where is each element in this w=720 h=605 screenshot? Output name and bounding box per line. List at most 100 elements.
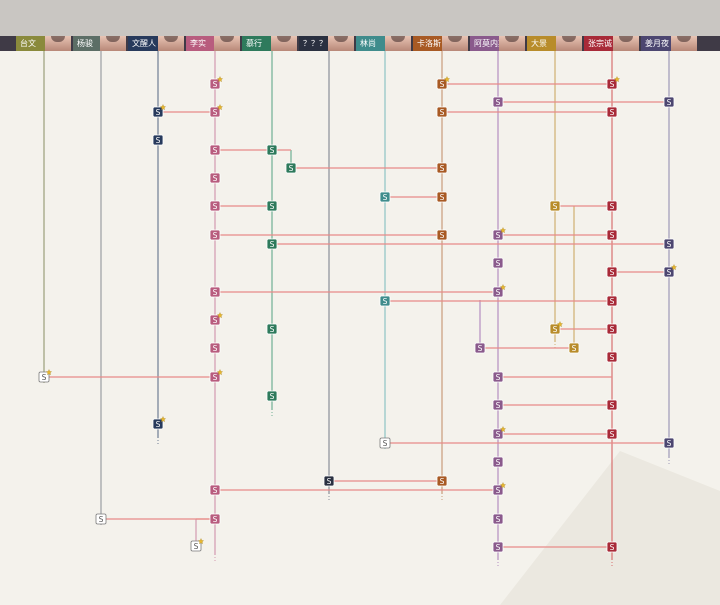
story-node[interactable]: S	[492, 227, 506, 241]
character-tab-lishi[interactable]: 李实	[186, 36, 240, 51]
story-node[interactable]: S	[379, 295, 391, 307]
character-tab-linshang[interactable]: 林尚	[356, 36, 411, 51]
story-node[interactable]: S	[606, 295, 618, 307]
story-node[interactable]: S	[209, 484, 221, 496]
node-box	[209, 172, 221, 184]
node-label: S	[213, 316, 218, 325]
story-node[interactable]: S	[209, 286, 221, 298]
story-node[interactable]: S	[436, 106, 448, 118]
story-node[interactable]: S	[190, 538, 204, 552]
node-label: S	[610, 108, 615, 117]
story-node[interactable]: S	[436, 229, 448, 241]
story-node[interactable]: S	[492, 284, 506, 298]
story-node[interactable]: S	[209, 172, 221, 184]
story-node[interactable]: S	[209, 144, 221, 156]
story-node[interactable]: S	[152, 134, 164, 146]
node-box	[209, 371, 221, 383]
story-node[interactable]: S	[38, 369, 52, 383]
node-label: S	[667, 240, 672, 249]
node-label: S	[496, 231, 501, 240]
node-box	[209, 200, 221, 212]
story-node[interactable]: S	[436, 475, 448, 487]
story-node[interactable]: S	[492, 541, 504, 553]
story-node[interactable]: S	[606, 428, 618, 440]
story-node[interactable]: S	[209, 76, 223, 90]
story-node[interactable]: S	[492, 399, 504, 411]
story-node[interactable]: S	[209, 104, 223, 118]
story-node[interactable]: S	[209, 342, 221, 354]
node-box	[436, 162, 448, 174]
character-tab-unknown[interactable]: ？？？	[299, 36, 354, 51]
story-node[interactable]: S	[606, 200, 618, 212]
story-node[interactable]: S	[152, 416, 166, 430]
story-node[interactable]: S	[606, 541, 618, 553]
story-node[interactable]: S	[492, 426, 506, 440]
node-label: S	[440, 231, 445, 240]
character-tab-mosheng[interactable]: 慕行	[242, 36, 297, 51]
story-node[interactable]: S	[606, 351, 618, 363]
story-node[interactable]: S	[606, 76, 620, 90]
node-label: S	[194, 542, 199, 551]
story-node[interactable]: S	[266, 144, 278, 156]
character-tab-dajing[interactable]: 大景	[527, 36, 582, 51]
story-node[interactable]: S	[474, 342, 486, 354]
story-node[interactable]: S	[549, 321, 563, 335]
character-tab-wenxingren[interactable]: 文醒人	[128, 36, 184, 51]
node-label: S	[270, 240, 275, 249]
story-node[interactable]: S	[606, 106, 618, 118]
character-tab-label: 杨骏	[77, 39, 93, 48]
character-tab-zhangzongshi[interactable]: 张宗诚	[584, 36, 639, 51]
story-node[interactable]: S	[663, 264, 677, 278]
story-node[interactable]: S	[266, 238, 278, 250]
story-node[interactable]: S	[492, 456, 504, 468]
character-portrait-icon	[158, 36, 184, 51]
story-node[interactable]: S	[209, 513, 221, 525]
story-node[interactable]: S	[266, 390, 278, 402]
node-label: S	[156, 136, 161, 145]
node-label: S	[496, 259, 501, 268]
story-node[interactable]: S	[568, 342, 580, 354]
story-node[interactable]: S	[606, 266, 618, 278]
story-node[interactable]: S	[209, 229, 221, 241]
story-node[interactable]: S	[152, 104, 166, 118]
node-label: S	[496, 430, 501, 439]
node-label: S	[496, 288, 501, 297]
node-box	[285, 162, 297, 174]
story-node[interactable]: S	[209, 200, 221, 212]
story-node[interactable]: S	[209, 369, 223, 383]
story-node[interactable]: S	[379, 191, 391, 203]
character-tab-yangjun[interactable]: 杨骏	[73, 36, 126, 51]
story-node[interactable]: S	[549, 200, 561, 212]
story-node[interactable]: S	[492, 96, 504, 108]
story-node[interactable]: S	[606, 399, 618, 411]
story-node[interactable]: S	[209, 312, 223, 326]
node-label: S	[478, 344, 483, 353]
star-icon	[500, 227, 506, 233]
story-node[interactable]: S	[95, 513, 107, 525]
character-tab-taiwen[interactable]: 台文	[16, 36, 71, 51]
story-node[interactable]: S	[436, 162, 448, 174]
node-label: S	[42, 373, 47, 382]
story-node[interactable]: S	[606, 323, 618, 335]
story-node[interactable]: S	[323, 475, 335, 487]
character-tab-label: 大景	[531, 39, 547, 48]
story-node[interactable]: S	[663, 96, 675, 108]
story-node[interactable]: S	[492, 257, 504, 269]
story-node[interactable]: S	[266, 200, 278, 212]
story-node[interactable]: S	[379, 437, 391, 449]
character-tab-meijian[interactable]: 姜月夜	[641, 36, 697, 51]
story-node[interactable]: S	[606, 229, 618, 241]
story-node[interactable]: S	[285, 162, 297, 174]
story-node[interactable]: S	[266, 323, 278, 335]
story-node[interactable]: S	[663, 238, 675, 250]
story-node[interactable]: S	[436, 191, 448, 203]
story-node[interactable]: S	[492, 371, 504, 383]
story-node[interactable]: S	[663, 437, 675, 449]
star-icon	[160, 104, 166, 110]
character-tab-amos[interactable]: 阿莫内斯	[470, 36, 525, 51]
node-label: S	[610, 268, 615, 277]
story-node[interactable]: S	[492, 513, 504, 525]
story-node[interactable]: S	[492, 482, 506, 496]
character-tab-yuyeli[interactable]: 卡洛斯	[413, 36, 468, 51]
story-node[interactable]: S	[436, 76, 450, 90]
